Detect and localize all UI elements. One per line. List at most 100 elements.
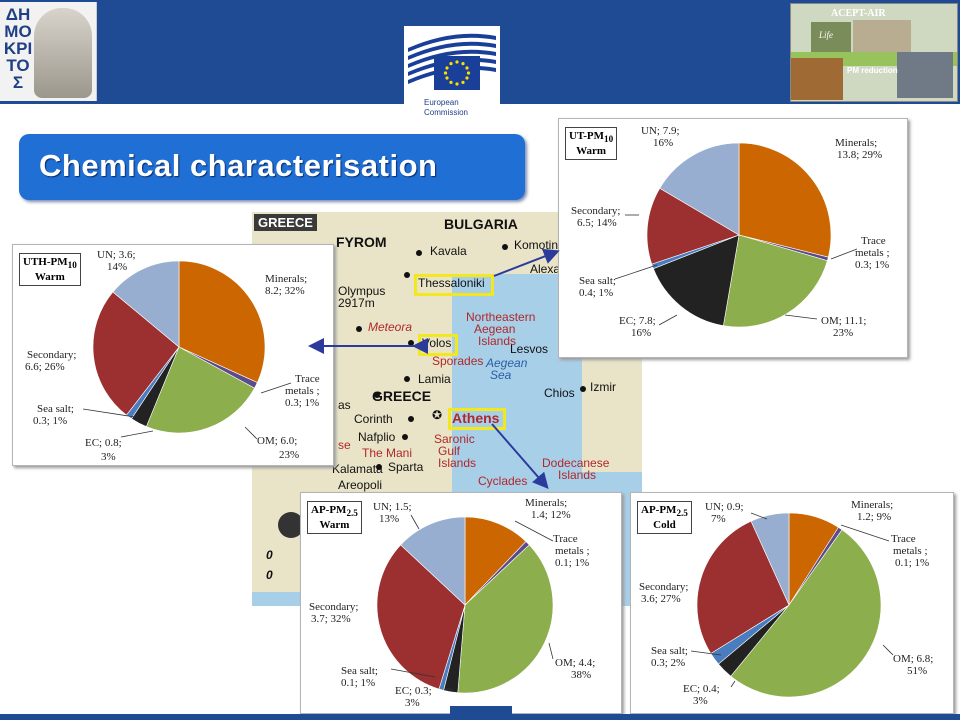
data-label: 51%: [907, 665, 928, 677]
leader-line: [514, 520, 554, 542]
map-label-sporades: Sporades: [432, 354, 484, 368]
leader-line: [614, 264, 658, 280]
data-label: 0.3; 1%: [855, 259, 890, 271]
data-label: 6.5; 14%: [577, 217, 617, 229]
map-label-areopoli: Areopoli: [338, 478, 383, 492]
leader-line: [830, 248, 858, 260]
map-label-chios: Chios: [544, 386, 575, 400]
chart-title-season: Cold: [653, 519, 676, 532]
map-label-northeastern: Northeastern: [466, 310, 536, 324]
data-label: Secondary;: [309, 601, 359, 613]
chart-title-box: AP-PM2.5 Warm: [307, 501, 362, 535]
leader-line: [120, 430, 154, 438]
leader-line: [390, 668, 436, 678]
leader-line: [82, 408, 136, 418]
pie-slice-un: [659, 142, 740, 236]
data-label: 3%: [693, 695, 708, 707]
chart-ap-pm25-warm: AP-PM2.5 Warm Minerals; 1.4; 12% Trace meta…: [300, 492, 622, 714]
pie-slice-om: [145, 346, 255, 434]
data-label: EC; 0.4;: [683, 683, 720, 695]
pie-slice-un: [400, 516, 466, 606]
data-label: Trace: [553, 533, 578, 545]
demokritos-logo: ΔΗΜΟΚΡΙΤΟΣ: [0, 2, 97, 101]
pie-slice-ec: [652, 234, 740, 327]
map-dot-kavala: [416, 250, 422, 256]
leader-line: [658, 314, 678, 326]
data-label: UN; 7.9;: [641, 125, 680, 137]
data-label: Secondary;: [639, 581, 689, 593]
chart-title-main: AP-PM: [641, 504, 677, 516]
map-label-bulgaria: BULGARIA: [444, 216, 518, 232]
data-label: 0.3; 1%: [33, 415, 68, 427]
map-label-kavala: Kavala: [430, 244, 467, 258]
pie-slice-minerals: [738, 142, 832, 258]
chart-ut-pm10-warm: UT-PM10 Warm Minerals; 13.8; 29% Trace meta…: [558, 118, 908, 358]
map-label-sea: Sea: [490, 368, 512, 382]
map-label-saronic-islands: Islands: [438, 456, 477, 470]
map-highlight-athens: [448, 408, 506, 430]
demokritos-logo-text: ΔΗΜΟΚΡΙΤΟΣ: [3, 5, 33, 92]
map-dot-nafplio: [402, 434, 408, 440]
map-label-greece: GREECE: [372, 388, 432, 404]
leader-line: [882, 644, 894, 656]
chart-title-sub: 10: [67, 260, 77, 271]
leader-line: [690, 650, 722, 656]
data-label: UN; 0.9;: [705, 501, 744, 513]
data-label: 8.2; 32%: [265, 285, 305, 297]
data-label: Trace: [295, 373, 320, 385]
eu-flag-icon: [434, 56, 480, 90]
map-label-saronic: Saronic: [434, 432, 475, 446]
chart-title-box: UTH-PM10 Warm: [19, 253, 81, 287]
footer-tab: [450, 706, 512, 714]
map-dot-corinth: [408, 416, 414, 422]
leader-line: [548, 642, 554, 660]
data-label: OM; 4.4;: [555, 657, 596, 669]
data-label: 0.1; 1%: [895, 557, 930, 569]
data-label: Sea salt;: [37, 403, 74, 415]
map-highlight-thessaloniki: [414, 274, 494, 296]
pie-uth-pm10-warm: [82, 260, 292, 440]
chart-ap-pm25-cold: AP-PM2.5 Cold Minerals; 1.2; 9% Trace metal…: [630, 492, 954, 714]
map-label-fyrom: FYROM: [336, 234, 387, 250]
acept-photo-2: [853, 20, 911, 52]
data-label: 14%: [107, 261, 128, 273]
chart-title-season: Warm: [576, 145, 607, 158]
chart-title-sub: 10: [604, 134, 614, 145]
data-label: Minerals;: [265, 273, 308, 285]
data-label: 3%: [101, 451, 116, 463]
acept-subtitle: PM reduction: [847, 66, 898, 75]
data-label: Sea salt;: [579, 275, 616, 287]
map-label-corinth: Corinth: [354, 412, 393, 426]
ec-label: European Commission: [424, 98, 469, 117]
chart-title-main: UTH-PM: [23, 256, 68, 268]
data-label: 0.1; 1%: [555, 557, 590, 569]
leader-line: [840, 524, 890, 542]
data-label: 23%: [279, 449, 300, 461]
pie-slice-om: [723, 234, 828, 328]
map-label-ne-islands: Islands: [478, 334, 517, 348]
map-dot-volos: [408, 340, 414, 346]
data-label: Minerals;: [525, 497, 568, 509]
data-label: Minerals;: [851, 499, 894, 511]
data-label: Trace: [861, 235, 886, 247]
data-label: Sea salt;: [651, 645, 688, 657]
european-commission-logo: European Commission: [404, 26, 500, 126]
map-label-nafplio: Nafplio: [358, 430, 396, 444]
acept-photo-1: [811, 22, 851, 52]
bust-icon: [34, 8, 92, 98]
acept-title: ACEPT-AIR: [831, 8, 886, 19]
data-label: 7%: [711, 513, 726, 525]
map-label-se: se: [338, 438, 351, 452]
map-dot-izmir: [580, 386, 586, 392]
leader-line: [784, 314, 818, 320]
map-label-saronic-gulf: Gulf: [438, 444, 461, 458]
data-label: 13.8; 29%: [837, 149, 883, 161]
map-label-ne-aegean: Aegean: [474, 322, 516, 336]
map-label-mani: The Mani: [362, 446, 413, 460]
map-label-alexa: Alexa: [530, 262, 561, 276]
data-label: 0.3; 1%: [285, 397, 320, 409]
data-label: 3.6; 27%: [641, 593, 681, 605]
map-label-dodecanese: Dodecanese: [542, 456, 610, 470]
data-label: OM; 6.8;: [893, 653, 934, 665]
data-label: metals ;: [893, 545, 928, 557]
